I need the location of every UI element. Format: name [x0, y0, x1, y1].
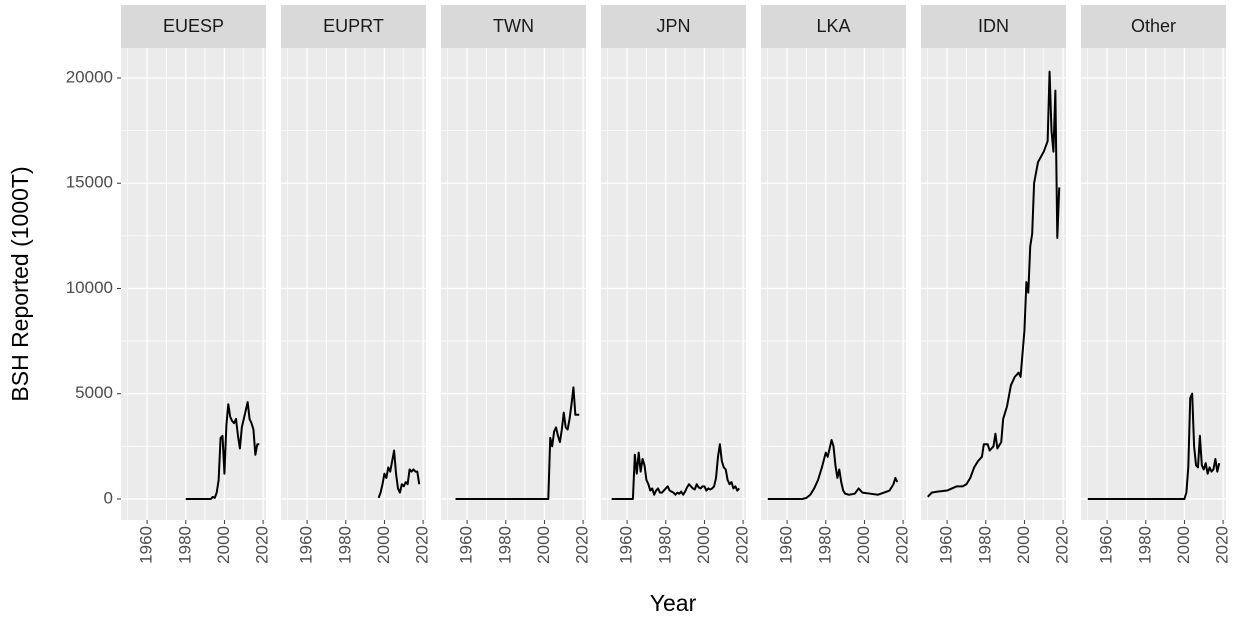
x-tick-label: 1980: [975, 526, 994, 564]
x-tick-label: 2000: [854, 526, 873, 564]
x-tick-label: 2020: [413, 526, 432, 564]
series-line: [611, 443, 740, 500]
series-line: [455, 386, 580, 500]
strip: [441, 5, 586, 48]
strip-label: EUPRT: [323, 16, 384, 36]
x-tick-label: 1960: [777, 526, 796, 564]
strip: [761, 5, 906, 48]
y-tick-label: 0: [104, 488, 113, 507]
panel: [1081, 48, 1226, 520]
x-tick-label: 1960: [457, 526, 476, 564]
x-tick-label: 1980: [495, 526, 514, 564]
x-tick-label: 2020: [893, 526, 912, 564]
x-tick-label: 1960: [617, 526, 636, 564]
x-tick-label: 1960: [297, 526, 316, 564]
x-tick-label: 2020: [253, 526, 272, 564]
x-tick-label: 2000: [534, 526, 553, 564]
x-tick-label: 1980: [1135, 526, 1154, 564]
panel: [761, 48, 906, 520]
series-line: [1087, 392, 1221, 500]
y-tick-label: 5000: [75, 383, 113, 402]
x-tick-label: 1980: [335, 526, 354, 564]
strip-label: Other: [1131, 16, 1176, 36]
x-tick-label: 2020: [1213, 526, 1232, 564]
x-tick-label: 1980: [815, 526, 834, 564]
y-tick-label: 20000: [66, 67, 113, 86]
x-tick-label: 1960: [937, 526, 956, 564]
strip: [281, 5, 426, 48]
panel: [281, 48, 426, 520]
x-tick-label: 1960: [1097, 526, 1116, 564]
strip-label: LKA: [816, 16, 850, 36]
panel: [121, 48, 266, 520]
strip: [921, 5, 1066, 48]
y-axis-title: BSH Reported (1000T): [7, 166, 33, 401]
strip: [1081, 5, 1226, 48]
x-tick-label: 2020: [573, 526, 592, 564]
strip: [121, 5, 266, 48]
panel: [921, 48, 1066, 520]
series-line: [185, 401, 260, 500]
y-tick-label: 10000: [66, 278, 113, 297]
x-tick-label: 2000: [694, 526, 713, 564]
x-tick-label: 2000: [214, 526, 233, 564]
y-tick-label: 15000: [66, 173, 113, 192]
strip-label: JPN: [656, 16, 690, 36]
panel: [601, 48, 746, 520]
strip-label: IDN: [978, 16, 1009, 36]
series-line: [767, 439, 899, 500]
strip-label: EUESP: [163, 16, 224, 36]
strip-label: TWN: [493, 16, 534, 36]
x-tick-label: 1960: [137, 526, 156, 564]
x-axis-title: Year: [650, 590, 697, 616]
series-line: [377, 449, 421, 499]
x-tick-label: 1980: [655, 526, 674, 564]
x-tick-label: 2000: [1014, 526, 1033, 564]
x-tick-label: 2000: [374, 526, 393, 564]
series-line: [927, 70, 1061, 498]
x-tick-label: 2020: [1053, 526, 1072, 564]
panel: [441, 48, 586, 520]
x-tick-label: 2000: [1174, 526, 1193, 564]
x-tick-label: 1980: [175, 526, 194, 564]
x-tick-label: 2020: [733, 526, 752, 564]
strip: [601, 5, 746, 48]
